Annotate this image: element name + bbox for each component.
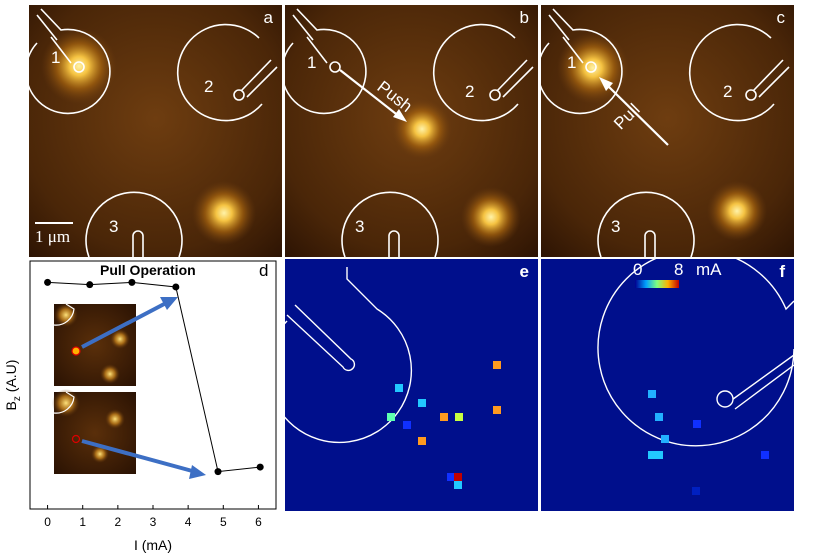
electrode-1-contour bbox=[29, 8, 111, 115]
x-tick-label: 5 bbox=[220, 515, 227, 529]
panel-f: 0 8 mA f bbox=[541, 259, 794, 511]
current-pixel bbox=[454, 481, 462, 489]
current-pixel bbox=[648, 390, 656, 398]
current-pixel bbox=[693, 420, 701, 428]
pull-arrow bbox=[606, 84, 669, 146]
panel-label: a bbox=[263, 8, 273, 27]
panel-label: e bbox=[519, 262, 529, 281]
current-pixel bbox=[655, 413, 663, 421]
panel-b-image bbox=[285, 5, 538, 257]
current-pixel bbox=[418, 437, 426, 445]
current-pixel bbox=[440, 413, 448, 421]
chart-title: Pull Operation bbox=[100, 262, 196, 278]
current-pixel bbox=[455, 413, 463, 421]
current-pixel bbox=[387, 413, 395, 421]
current-pixel bbox=[692, 487, 700, 495]
electrode-3-label: 3 bbox=[611, 217, 621, 236]
electrode-contour bbox=[597, 259, 794, 447]
electrode-2-label: 2 bbox=[204, 77, 214, 96]
colorbar-min: 0 bbox=[633, 260, 643, 279]
current-pixel bbox=[493, 361, 501, 369]
panel-label: d bbox=[259, 261, 269, 280]
current-pixel bbox=[493, 406, 501, 414]
panel-a: a 1 2 3 1 μm bbox=[29, 5, 282, 257]
current-pixel bbox=[761, 451, 769, 459]
data-point bbox=[172, 283, 180, 291]
current-map-f bbox=[541, 259, 794, 511]
inset-arrow bbox=[81, 300, 169, 349]
electrode-3-label: 3 bbox=[355, 217, 365, 236]
current-pixel bbox=[648, 451, 656, 459]
y-axis-label: Bz (A.U) bbox=[3, 360, 23, 411]
data-point bbox=[128, 278, 136, 286]
panel-e: e bbox=[285, 259, 538, 511]
panel-c: c 1 2 3 Pull bbox=[541, 5, 794, 257]
x-tick-label: 4 bbox=[185, 515, 192, 529]
inset-images bbox=[52, 297, 206, 479]
panel-d: 0 1 2 3 4 5 6 I (mA) Bz (A.U) Pull Operation d bbox=[0, 259, 282, 554]
panel-label: c bbox=[776, 8, 786, 27]
current-pixel bbox=[403, 421, 411, 429]
push-arrow bbox=[339, 69, 401, 118]
colorbar-unit: mA bbox=[696, 260, 722, 279]
current-pixel bbox=[418, 399, 426, 407]
x-tick-label: 1 bbox=[79, 515, 86, 529]
current-map-e bbox=[285, 259, 538, 511]
data-point bbox=[86, 281, 94, 289]
panel-label: f bbox=[779, 262, 785, 281]
series-line bbox=[47, 281, 261, 473]
panel-b: b 1 2 3 Push bbox=[285, 5, 538, 257]
inset-marker bbox=[71, 346, 81, 356]
current-pixel bbox=[454, 473, 462, 481]
panel-a-image bbox=[29, 5, 282, 257]
data-point bbox=[214, 468, 222, 476]
inset-marker bbox=[71, 434, 81, 444]
current-pixel bbox=[655, 451, 663, 459]
scale-bar-label: 1 μm bbox=[35, 227, 71, 246]
x-tick-label: 0 bbox=[44, 515, 51, 529]
electrode-2-label: 2 bbox=[723, 82, 733, 101]
electrode-1-label: 1 bbox=[567, 53, 577, 72]
current-pixel bbox=[447, 473, 455, 481]
electrode-3-contour bbox=[85, 191, 183, 257]
electrode-contour bbox=[286, 304, 356, 372]
pull-operation-chart: 0 1 2 3 4 5 6 I (mA) Bz (A.U) bbox=[3, 260, 277, 553]
current-pixel bbox=[395, 384, 403, 392]
colorbar bbox=[635, 280, 679, 288]
panel-c-image bbox=[541, 5, 794, 257]
electrode-2-contour bbox=[176, 23, 263, 122]
panel-label: b bbox=[519, 8, 529, 27]
electrode-1-label: 1 bbox=[307, 53, 317, 72]
x-axis-label: I (mA) bbox=[134, 537, 172, 553]
x-tick-label: 2 bbox=[115, 515, 122, 529]
x-tick-label: 3 bbox=[150, 515, 157, 529]
inset-arrow bbox=[81, 439, 197, 474]
current-pixel bbox=[661, 435, 669, 443]
data-point bbox=[44, 278, 52, 286]
electrode-1-label: 1 bbox=[51, 48, 61, 67]
x-tick-label: 6 bbox=[255, 515, 262, 529]
electrode-2-label: 2 bbox=[465, 82, 475, 101]
colorbar-max: 8 bbox=[674, 260, 684, 279]
data-point bbox=[256, 463, 264, 471]
electrode-3-label: 3 bbox=[109, 217, 119, 236]
